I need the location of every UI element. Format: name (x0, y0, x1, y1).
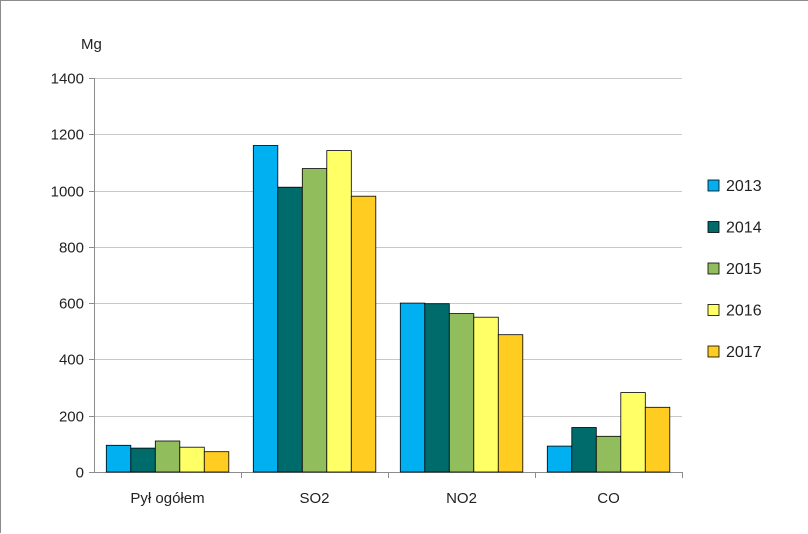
x-tick-label: CO (597, 490, 620, 507)
bar-2015-co (595, 435, 622, 473)
bar-2014-pył-ogółem (130, 447, 156, 473)
bar-2016-co (620, 392, 646, 473)
y-tick-label: 800 (59, 240, 84, 257)
bar-2016-pył-ogółem (179, 446, 205, 473)
bar-2015-so2 (301, 168, 328, 473)
legend-swatch-2013 (707, 179, 720, 192)
axes (89, 78, 683, 478)
bar-2017-no2 (497, 334, 524, 473)
legend-label-2015: 2015 (726, 261, 762, 278)
legend-swatch-2015 (707, 262, 720, 275)
x-tick-labels: Pył ogółem SO2 NO2 CO (130, 490, 619, 507)
legend-label-2017: 2017 (726, 344, 762, 361)
bar-2017-co (644, 406, 671, 473)
legend-swatch-2017 (707, 345, 720, 358)
bar-2013-so2 (252, 145, 279, 473)
y-tick-label: 0 (76, 465, 84, 482)
bar-2014-so2 (277, 186, 303, 473)
legend-label-2014: 2014 (726, 220, 762, 237)
legend-swatch-2016 (707, 304, 720, 316)
bar-2017-so2 (350, 195, 377, 473)
legend-swatch-2014 (707, 221, 720, 233)
bars (105, 145, 671, 473)
y-tick-labels: 0 200 400 600 800 1000 1200 1400 (51, 71, 84, 482)
bar-2014-no2 (424, 303, 450, 473)
y-tick-label: 200 (59, 409, 84, 426)
bar-2015-no2 (448, 313, 475, 473)
y-tick-label: 400 (59, 352, 84, 369)
bar-2013-no2 (399, 302, 426, 473)
bar-2016-so2 (326, 150, 352, 473)
x-tick-label: SO2 (299, 490, 329, 507)
x-tick-label: NO2 (446, 490, 477, 507)
bar-2015-pył-ogółem (154, 440, 181, 473)
legend: 2013 2014 2015 2016 2017 (707, 178, 762, 361)
y-axis-unit-label: Mg (81, 36, 102, 53)
bar-2017-pył-ogółem (203, 451, 230, 473)
y-tick-label: 1200 (51, 127, 84, 144)
y-tick-label: 600 (59, 296, 84, 313)
y-tick-label: 1000 (51, 184, 84, 201)
y-tick-label: 1400 (51, 71, 84, 88)
bar-2013-co (546, 445, 573, 473)
gridlines (94, 78, 682, 417)
bar-2016-no2 (473, 316, 499, 473)
bar-2013-pył-ogółem (105, 444, 132, 473)
legend-label-2016: 2016 (726, 303, 762, 320)
bar-2014-co (571, 427, 597, 473)
legend-label-2013: 2013 (726, 178, 762, 195)
x-tick-label: Pył ogółem (130, 490, 204, 507)
